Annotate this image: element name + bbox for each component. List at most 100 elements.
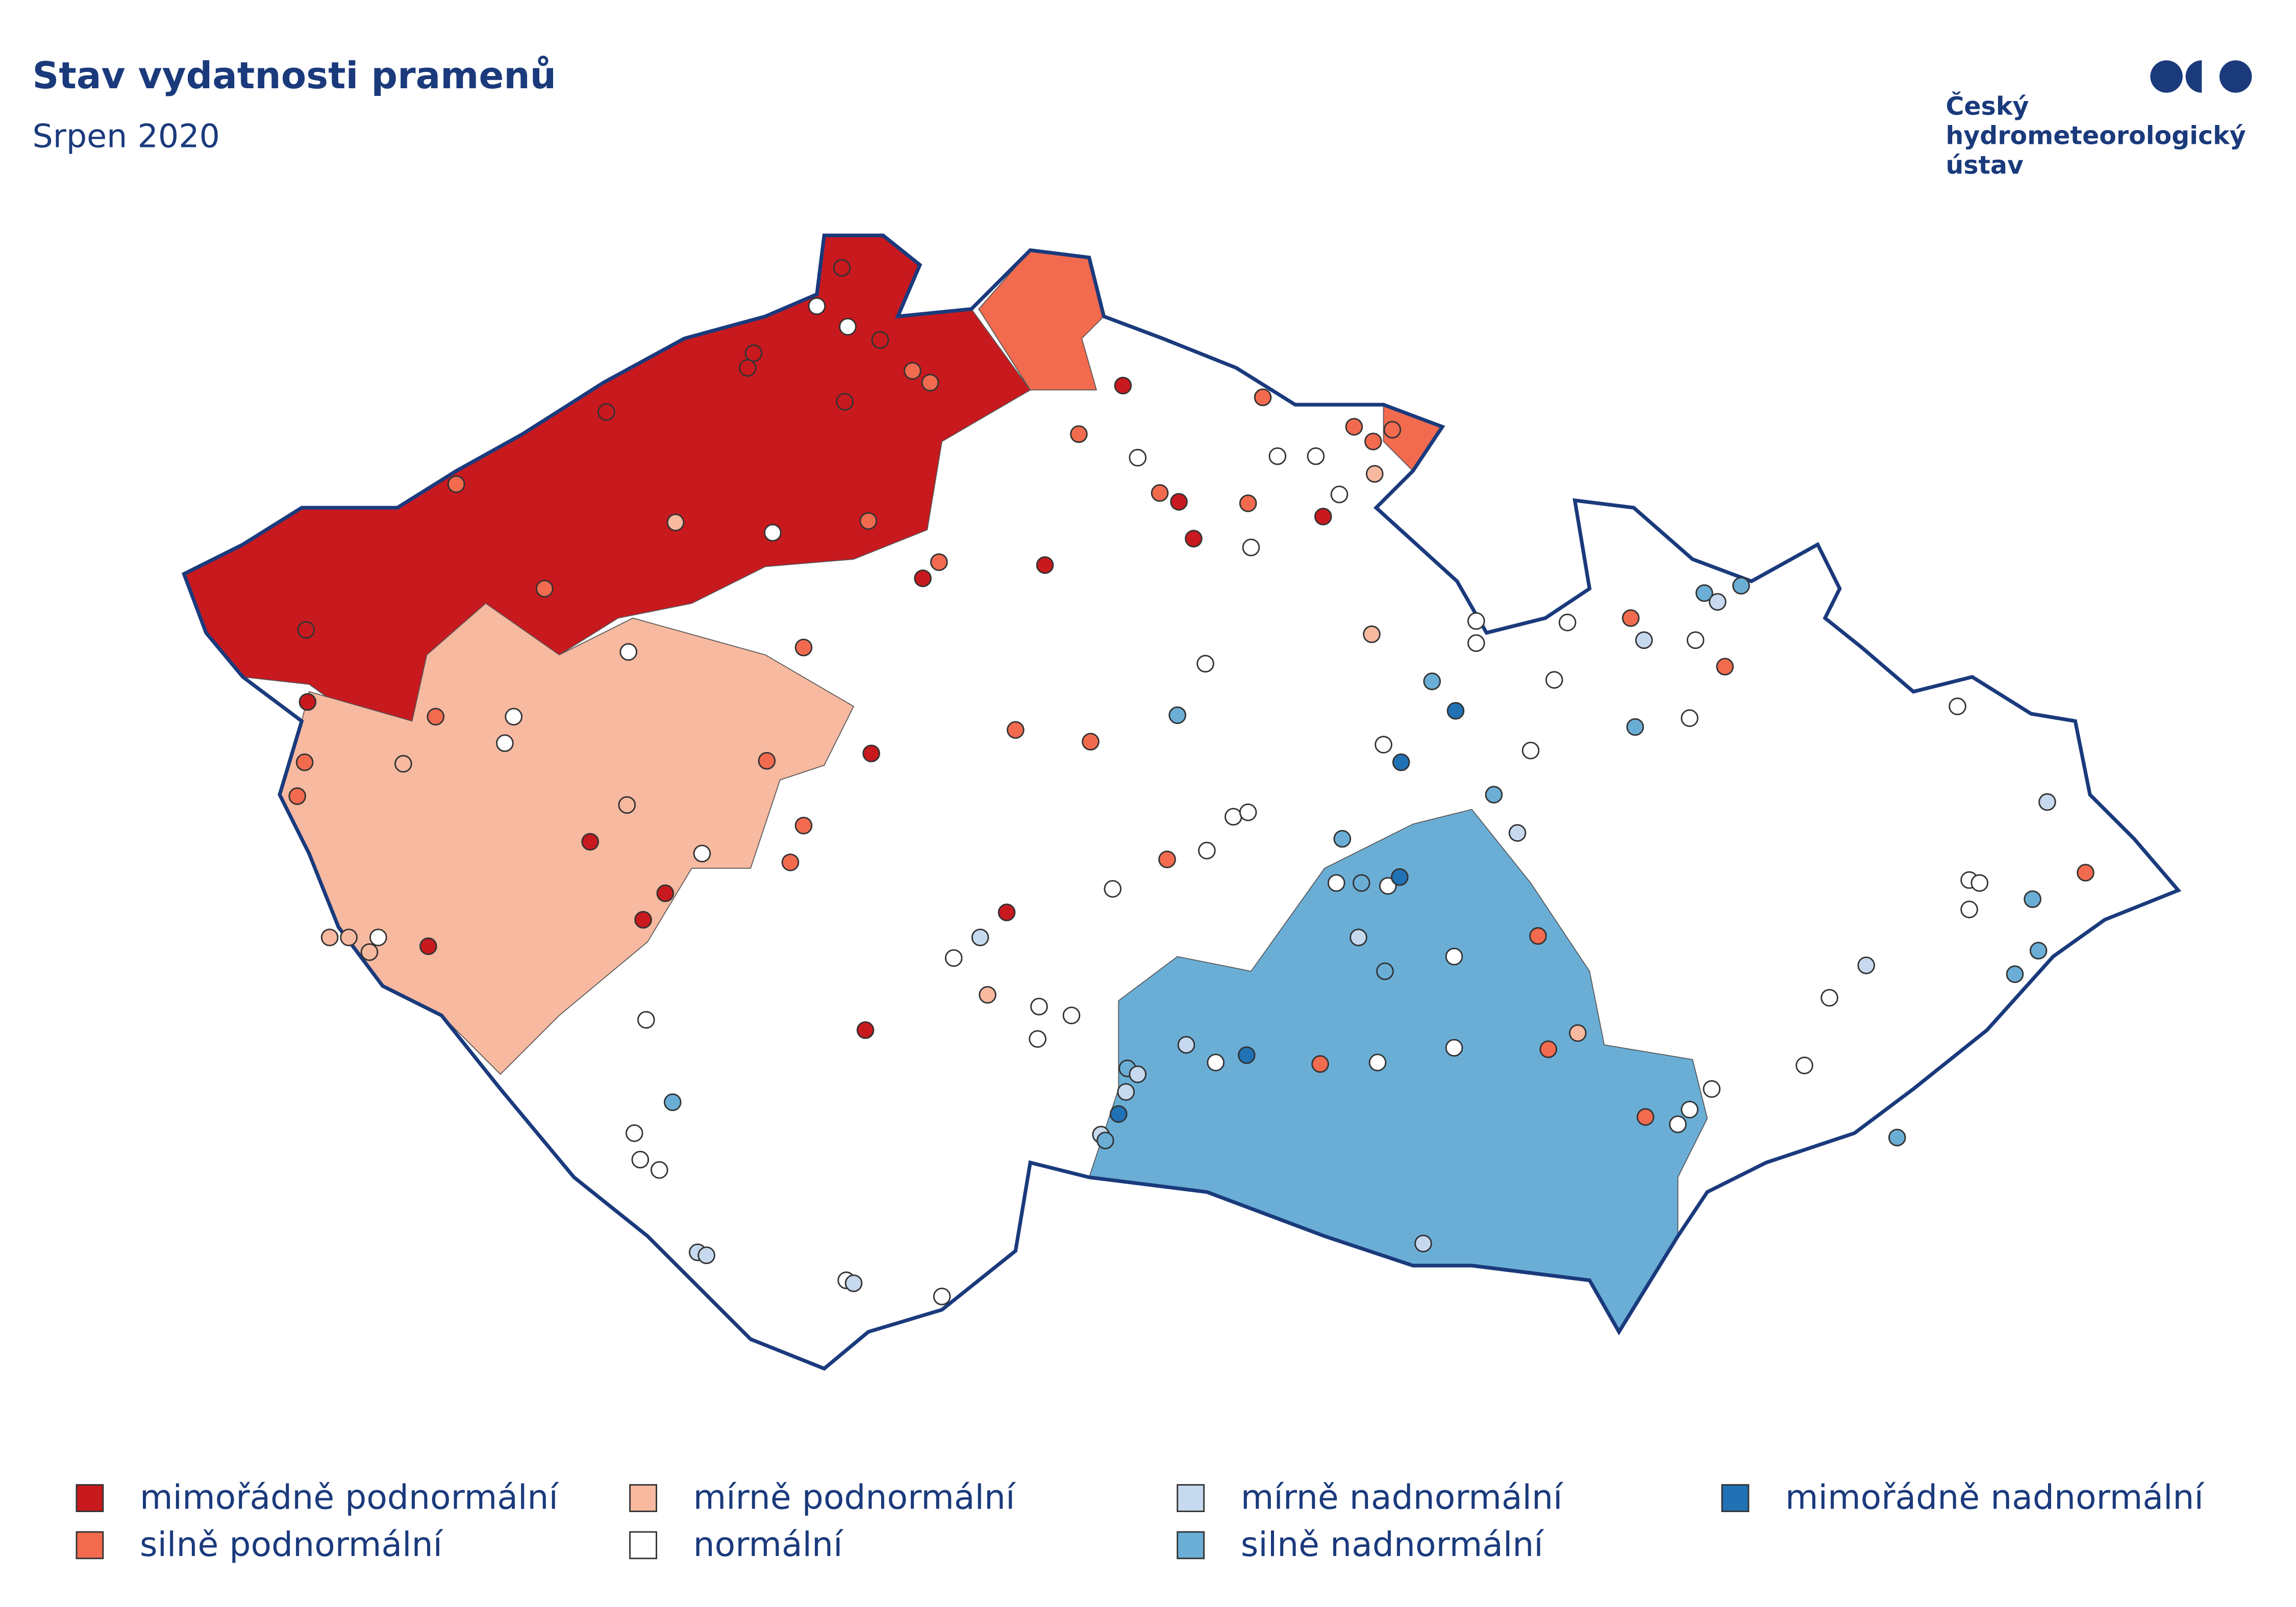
station bbox=[1681, 1100, 1699, 1119]
station bbox=[1030, 997, 1048, 1016]
station bbox=[1254, 388, 1272, 407]
station bbox=[663, 1093, 682, 1111]
station bbox=[651, 1161, 668, 1179]
station bbox=[1626, 718, 1644, 736]
logo-text: hydrometeorologický bbox=[1945, 121, 2245, 150]
station bbox=[320, 928, 339, 946]
station bbox=[1225, 808, 1242, 826]
logo-dot bbox=[2185, 60, 2202, 93]
station bbox=[1365, 465, 1384, 483]
station bbox=[1669, 1115, 1687, 1134]
station bbox=[496, 734, 514, 752]
station bbox=[1129, 448, 1147, 467]
legend-swatch bbox=[1177, 1484, 1205, 1512]
legend-swatch bbox=[1177, 1531, 1205, 1560]
station bbox=[295, 753, 314, 771]
station bbox=[921, 373, 939, 392]
station bbox=[1364, 433, 1382, 450]
station bbox=[1110, 1105, 1128, 1123]
station bbox=[419, 937, 437, 956]
station bbox=[1732, 576, 1750, 595]
station bbox=[697, 1246, 715, 1264]
legend-label: mimořádně nadnormální bbox=[1785, 1477, 2205, 1517]
station bbox=[839, 318, 857, 336]
station bbox=[836, 393, 854, 411]
station bbox=[1970, 874, 1989, 892]
station bbox=[979, 986, 996, 1004]
station bbox=[1036, 556, 1054, 574]
station bbox=[1686, 631, 1705, 649]
station bbox=[1379, 877, 1397, 895]
station bbox=[1558, 613, 1577, 632]
station bbox=[856, 1021, 875, 1039]
station bbox=[1096, 1132, 1114, 1149]
station bbox=[656, 884, 675, 902]
legend-label: silně podnormální bbox=[140, 1524, 444, 1564]
station bbox=[1158, 850, 1176, 868]
station bbox=[1539, 1040, 1557, 1059]
station bbox=[536, 580, 554, 598]
station bbox=[1635, 631, 1653, 649]
station bbox=[1104, 880, 1122, 898]
station bbox=[298, 693, 317, 711]
station bbox=[1307, 447, 1325, 465]
station bbox=[666, 513, 685, 532]
station bbox=[1062, 1007, 1081, 1024]
station bbox=[1445, 947, 1463, 966]
subtitle: Srpen 2020 bbox=[32, 117, 220, 155]
map bbox=[182, 233, 2182, 1371]
station bbox=[794, 816, 813, 835]
station bbox=[904, 362, 921, 380]
station bbox=[808, 297, 826, 315]
station bbox=[1207, 1053, 1225, 1071]
station bbox=[1185, 530, 1203, 548]
station bbox=[997, 903, 1016, 921]
station bbox=[634, 911, 652, 929]
station bbox=[859, 512, 878, 530]
logo-dot bbox=[2150, 60, 2183, 93]
station bbox=[1117, 1083, 1135, 1101]
station bbox=[1363, 625, 1381, 643]
station bbox=[2038, 793, 2056, 811]
legend-label: mírně podnormální bbox=[693, 1477, 1016, 1517]
station bbox=[1545, 671, 1563, 689]
legend-swatch bbox=[1721, 1484, 1750, 1512]
station bbox=[1508, 824, 1527, 842]
legend-swatch bbox=[76, 1531, 104, 1560]
station bbox=[862, 744, 880, 763]
logo-text: Český bbox=[1945, 91, 2029, 121]
station bbox=[1129, 1065, 1147, 1084]
stations bbox=[288, 259, 2094, 1305]
station bbox=[2024, 890, 2041, 908]
station bbox=[693, 844, 711, 863]
station bbox=[637, 1011, 655, 1029]
legend-swatch bbox=[76, 1484, 104, 1512]
station bbox=[1414, 1235, 1432, 1252]
station bbox=[1949, 697, 1966, 715]
legend-label: silně nadnormální bbox=[1241, 1524, 1545, 1564]
station bbox=[1709, 593, 1727, 611]
station bbox=[1070, 425, 1088, 443]
station bbox=[2029, 942, 2048, 960]
station bbox=[758, 752, 776, 770]
station bbox=[1082, 733, 1100, 751]
station bbox=[1485, 786, 1503, 804]
station bbox=[2077, 864, 2094, 882]
station bbox=[764, 523, 782, 542]
station bbox=[1237, 1046, 1256, 1064]
station bbox=[1333, 830, 1352, 848]
station bbox=[1168, 706, 1186, 724]
legend-label: normální bbox=[693, 1524, 844, 1564]
station bbox=[631, 1150, 650, 1169]
station bbox=[340, 928, 358, 946]
station bbox=[1392, 753, 1410, 771]
station bbox=[394, 755, 412, 773]
station bbox=[1242, 538, 1260, 557]
station bbox=[1820, 989, 1838, 1007]
station bbox=[369, 928, 387, 946]
station bbox=[1445, 1039, 1463, 1057]
station bbox=[739, 359, 757, 377]
station bbox=[1423, 672, 1441, 690]
station bbox=[619, 643, 638, 661]
